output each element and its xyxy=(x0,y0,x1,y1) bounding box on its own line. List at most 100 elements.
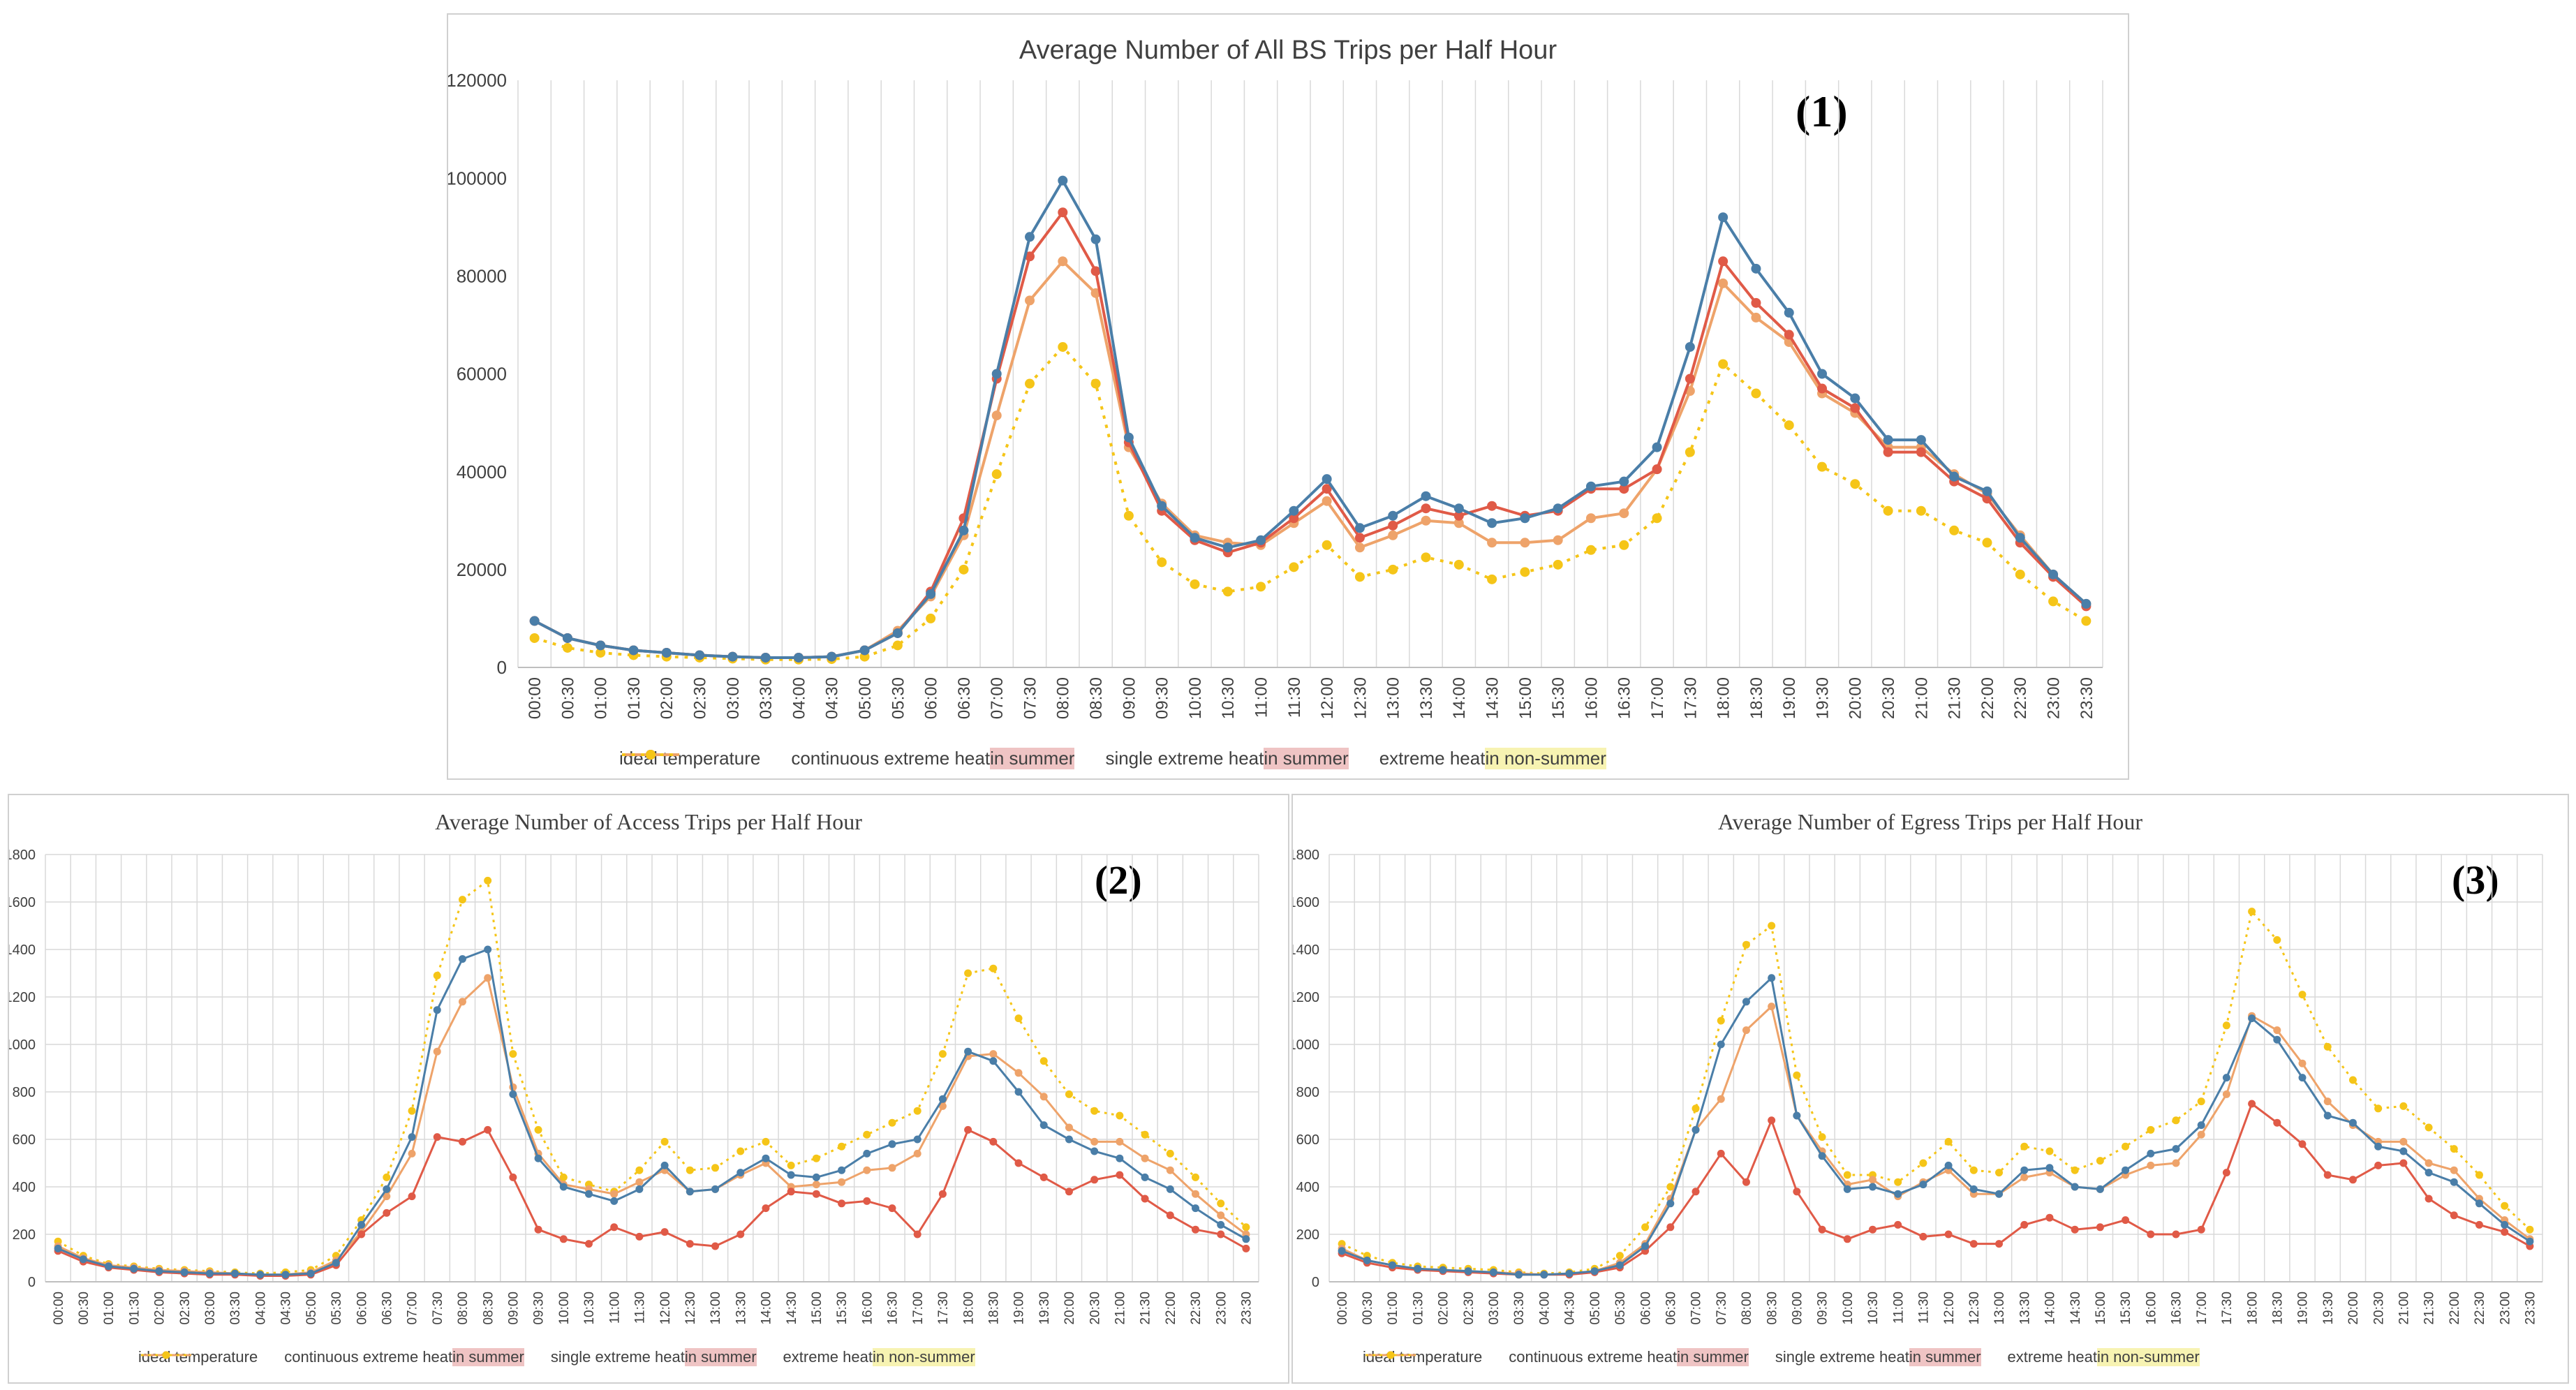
data-point xyxy=(1487,574,1497,584)
data-point xyxy=(2273,1035,2281,1044)
legend-label-highlight: in summer xyxy=(452,1348,524,1366)
x-tick-label: 08:30 xyxy=(1087,677,1106,719)
legend-swatch xyxy=(622,750,679,760)
data-point xyxy=(1289,513,1299,524)
data-point xyxy=(1157,557,1167,568)
x-tick-label: 20:30 xyxy=(2371,1292,2386,1325)
data-point xyxy=(1919,1181,1927,1189)
x-tick-label: 14:00 xyxy=(760,1292,774,1325)
data-point xyxy=(1784,420,1794,431)
x-tick-label: 22:00 xyxy=(1164,1292,1178,1325)
x-tick-label: 20:00 xyxy=(1063,1292,1077,1325)
x-tick-label: 09:00 xyxy=(507,1292,521,1325)
data-point xyxy=(991,469,1002,480)
data-point xyxy=(1058,207,1068,218)
data-point xyxy=(1354,533,1365,543)
data-point xyxy=(1982,486,1992,496)
data-point xyxy=(1090,266,1101,276)
y-tick-label: 1800 xyxy=(9,848,36,863)
series-line-ideal xyxy=(57,948,1247,1276)
y-tick-label: 1400 xyxy=(9,942,36,958)
data-point xyxy=(2172,1230,2180,1239)
data-point xyxy=(2273,1026,2281,1035)
x-tick-label: 13:00 xyxy=(709,1292,723,1325)
data-point xyxy=(2348,1176,2357,1184)
data-point xyxy=(888,1118,896,1127)
data-point xyxy=(812,1190,820,1198)
x-tick-label: 03:30 xyxy=(228,1292,243,1325)
data-point xyxy=(2298,1140,2307,1148)
data-point xyxy=(1641,1223,1650,1232)
x-tick-label: 03:30 xyxy=(1512,1292,1527,1325)
data-point xyxy=(958,564,969,575)
panel-label: (2) xyxy=(1095,857,1142,903)
data-point xyxy=(1191,1225,1199,1234)
data-point xyxy=(1652,442,1662,452)
data-point xyxy=(2374,1104,2383,1113)
data-point xyxy=(433,1006,441,1014)
x-tick-label: 01:00 xyxy=(1386,1292,1400,1325)
data-point xyxy=(2323,1042,2332,1051)
data-point xyxy=(2197,1130,2205,1139)
data-point xyxy=(1666,1199,1675,1208)
data-point xyxy=(762,1137,770,1146)
x-tick-label: 08:30 xyxy=(1765,1292,1779,1325)
data-point xyxy=(1421,552,1431,563)
y-tick-label: 1600 xyxy=(9,895,36,910)
data-point xyxy=(888,1140,896,1148)
x-tick-label: 05:00 xyxy=(304,1292,319,1325)
data-point xyxy=(1322,474,1332,485)
data-point xyxy=(1191,1204,1199,1213)
y-tick-label: 20000 xyxy=(457,559,507,580)
y-tick-label: 60000 xyxy=(457,364,507,385)
data-point xyxy=(584,1190,593,1198)
series-ideal xyxy=(54,945,1250,1279)
x-tick-label: 07:30 xyxy=(1715,1292,1729,1325)
x-tick-label: 22:30 xyxy=(2473,1292,2487,1325)
x-tick-label: 18:30 xyxy=(2270,1292,2285,1325)
x-tick-label: 15:30 xyxy=(2119,1292,2133,1325)
x-tick-label: 10:30 xyxy=(582,1292,597,1325)
data-point xyxy=(1217,1230,1225,1239)
x-tick-label: 04:30 xyxy=(279,1292,294,1325)
data-point xyxy=(1242,1235,1250,1243)
data-point xyxy=(2071,1183,2079,1191)
data-point xyxy=(1065,1135,1073,1144)
data-point xyxy=(2450,1211,2458,1220)
legend-swatch xyxy=(1365,1351,1416,1359)
data-point xyxy=(2399,1102,2408,1110)
data-point xyxy=(1039,1057,1048,1065)
data-point xyxy=(628,645,639,656)
data-point xyxy=(1652,464,1662,475)
data-point xyxy=(433,1133,441,1141)
x-tick-label: 11:00 xyxy=(1891,1292,1906,1324)
data-point xyxy=(1025,295,1035,306)
data-point xyxy=(863,1166,871,1174)
data-point xyxy=(660,1228,669,1236)
data-point xyxy=(1818,1152,1826,1160)
legend-label-highlight: in summer xyxy=(990,748,1075,769)
data-point xyxy=(433,971,441,979)
y-tick-label: 0 xyxy=(28,1275,36,1290)
x-tick-label: 21:00 xyxy=(1113,1292,1128,1325)
x-tick-label: 00:00 xyxy=(52,1292,66,1325)
data-point xyxy=(1453,510,1464,521)
data-point xyxy=(1969,1166,1978,1174)
data-point xyxy=(1995,1169,2004,1177)
x-tick-label: 15:30 xyxy=(835,1292,850,1325)
x-tick-label: 19:30 xyxy=(1037,1292,1052,1325)
data-point xyxy=(2147,1230,2155,1239)
data-point xyxy=(1768,922,1776,930)
x-tick-label: 16:00 xyxy=(1582,677,1601,719)
data-point xyxy=(357,1220,366,1229)
data-point xyxy=(1850,403,1860,413)
series-line-ideal xyxy=(1341,977,2531,1276)
data-point xyxy=(2197,1097,2205,1106)
x-tick-label: 06:30 xyxy=(1664,1292,1678,1325)
data-point xyxy=(2450,1178,2458,1186)
data-point xyxy=(989,964,998,973)
data-point xyxy=(1784,330,1794,340)
series-line-nonsummer xyxy=(1341,910,2531,1275)
data-point xyxy=(2475,1171,2483,1179)
data-point xyxy=(787,1188,795,1196)
